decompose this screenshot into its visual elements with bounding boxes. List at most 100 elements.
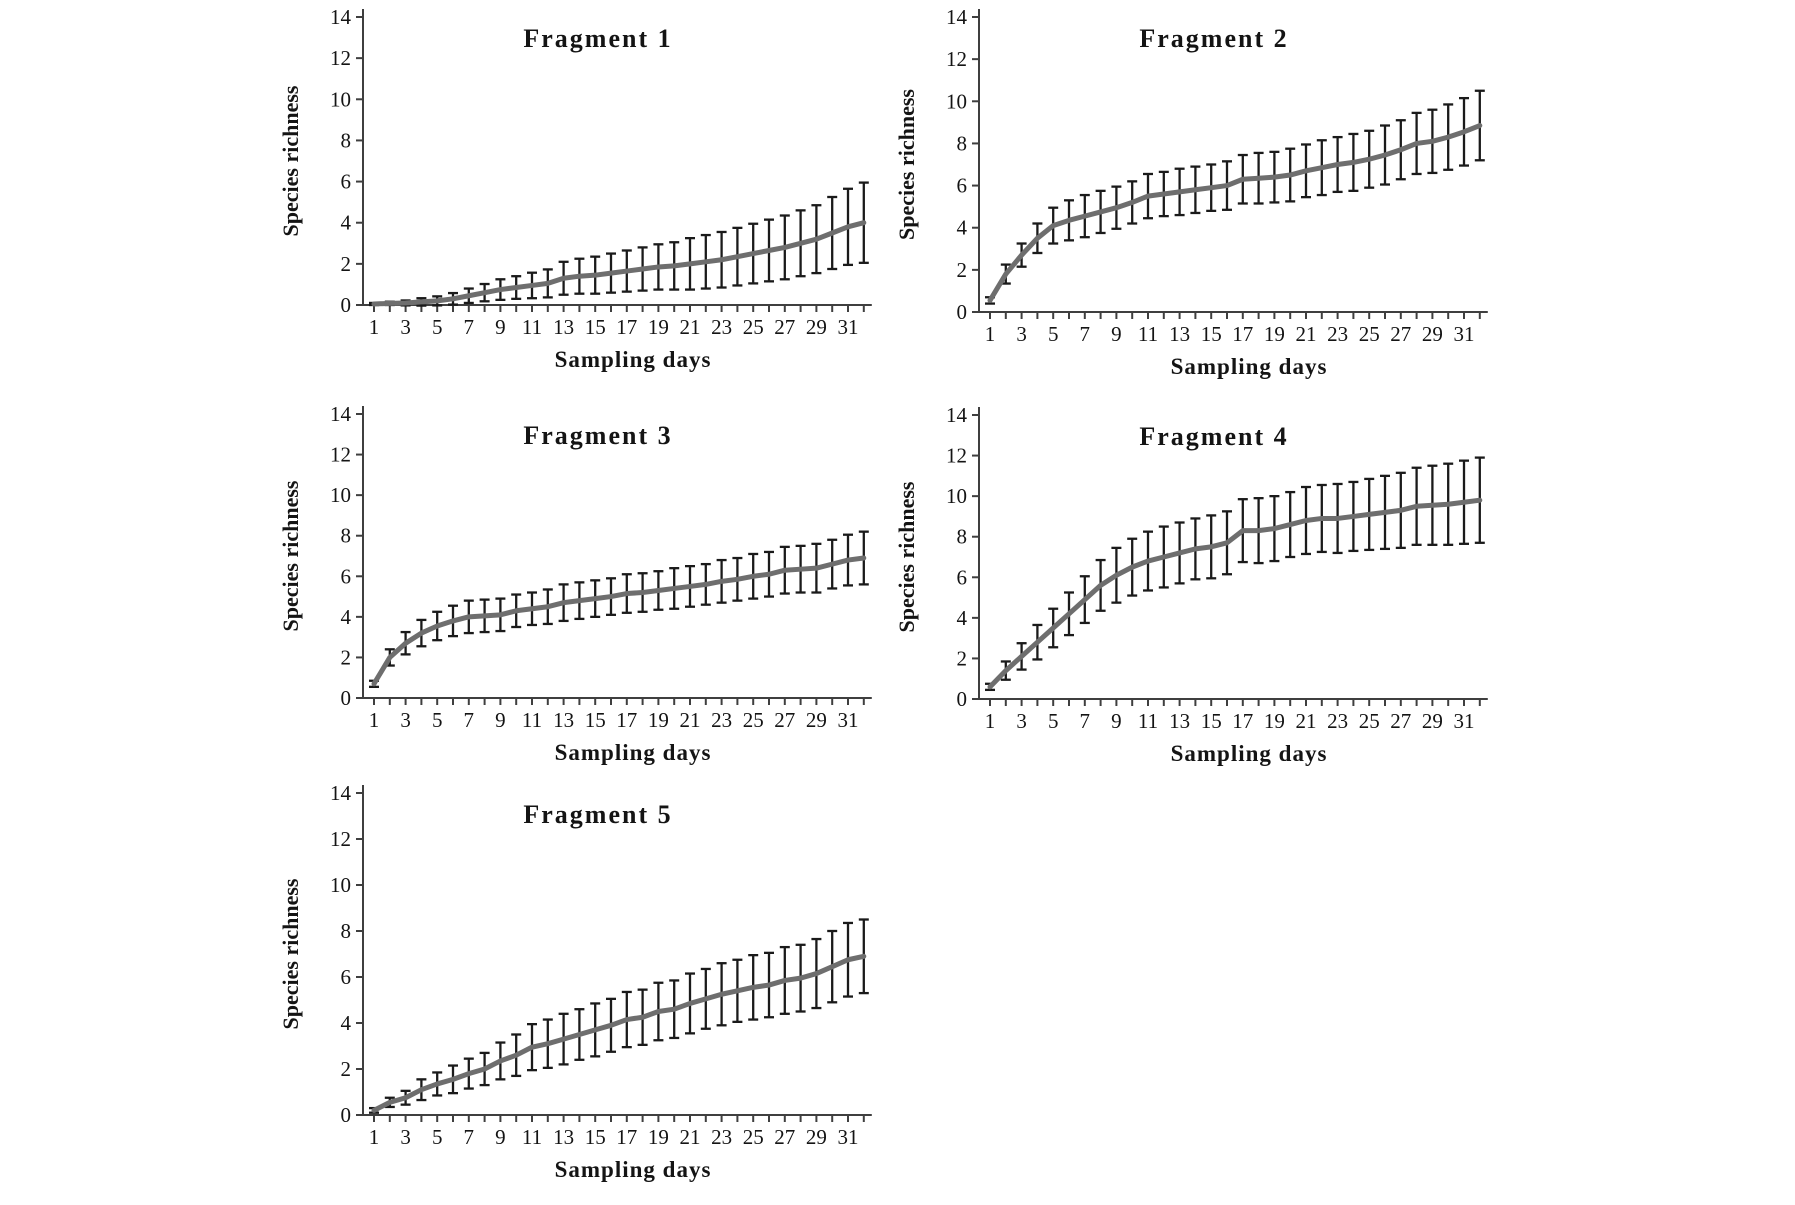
chart-title: Fragment 2 xyxy=(1139,24,1288,53)
y-tick-label: 8 xyxy=(341,524,352,548)
chart-title: Fragment 1 xyxy=(523,24,672,53)
x-tick-label: 3 xyxy=(400,315,411,339)
y-tick-label: 8 xyxy=(957,131,968,155)
x-tick-label: 17 xyxy=(616,1125,637,1149)
y-tick-label: 2 xyxy=(957,258,968,282)
x-tick-label: 31 xyxy=(838,708,859,732)
x-tick-label: 17 xyxy=(616,708,637,732)
x-tick-label: 21 xyxy=(680,1125,701,1149)
error-bars xyxy=(985,89,1485,305)
x-tick-label: 17 xyxy=(1232,322,1253,346)
x-tick-label: 5 xyxy=(1048,322,1059,346)
x-tick-label: 5 xyxy=(432,315,443,339)
x-tick-label: 11 xyxy=(522,1125,542,1149)
y-tick-label: 4 xyxy=(341,211,352,235)
x-tick-label: 11 xyxy=(1138,709,1158,733)
x-tick-label: 11 xyxy=(522,708,542,732)
y-tick-label: 6 xyxy=(341,170,352,194)
y-tick-label: 10 xyxy=(946,89,967,113)
y-tick-label: 0 xyxy=(341,686,352,710)
x-tick-label: 9 xyxy=(1111,322,1122,346)
fragment-4-chart: 0 2 4 6 8 10 12 14 1 3 5 7 9 11 13 15 17 19 21 23 25 27 29 31 Fr… xyxy=(884,398,1504,782)
fragment-3-chart: 0 2 4 6 8 10 12 14 1 3 5 7 9 11 13 15 17 19 21 23 25 27 29 31 Fr… xyxy=(268,398,888,781)
x-tick-label: 19 xyxy=(648,315,669,339)
y-tick-label: 4 xyxy=(957,216,968,240)
richness-line xyxy=(371,953,867,1113)
richness-line xyxy=(371,220,867,307)
x-tick-label: 29 xyxy=(1422,322,1443,346)
error-bars xyxy=(985,456,1485,692)
x-tick-label: 19 xyxy=(648,1125,669,1149)
x-tick-label: 7 xyxy=(1080,709,1091,733)
axes xyxy=(356,785,872,1122)
y-tick-label: 0 xyxy=(341,293,352,317)
x-tick-label: 17 xyxy=(616,315,637,339)
x-tick-label: 31 xyxy=(1454,709,1475,733)
x-tick-label: 31 xyxy=(838,315,859,339)
y-tick-label: 14 xyxy=(330,781,352,805)
y-tick-label: 2 xyxy=(341,1057,352,1081)
x-tick-label: 11 xyxy=(522,315,542,339)
y-tick-label: 12 xyxy=(946,47,967,71)
y-tick-label: 10 xyxy=(330,87,351,111)
y-tick-label: 12 xyxy=(330,46,351,70)
y-tick-label: 2 xyxy=(957,646,968,670)
y-tick-label: 4 xyxy=(341,605,352,629)
x-tick-label: 25 xyxy=(743,1125,764,1149)
x-tick-label: 23 xyxy=(711,1125,732,1149)
x-tick-label: 29 xyxy=(806,315,827,339)
y-tick-label: 12 xyxy=(330,827,351,851)
x-axis-title: Sampling days xyxy=(555,347,712,372)
x-tick-label: 9 xyxy=(495,1125,506,1149)
chart-title: Fragment 5 xyxy=(523,800,672,829)
x-tick-label: 9 xyxy=(495,315,506,339)
y-tick-label: 8 xyxy=(341,919,352,943)
x-tick-label: 7 xyxy=(1080,322,1091,346)
x-tick-label: 25 xyxy=(743,315,764,339)
x-tick-label: 3 xyxy=(400,708,411,732)
y-tick-label: 6 xyxy=(957,174,968,198)
y-axis-title: Species richness xyxy=(278,480,303,631)
y-axis-title: Species richness xyxy=(278,878,303,1029)
x-tick-label: 29 xyxy=(806,708,827,732)
chart-title: Fragment 3 xyxy=(523,421,672,450)
x-tick-label: 1 xyxy=(985,709,996,733)
x-tick-label: 23 xyxy=(711,708,732,732)
y-tick-label: 10 xyxy=(330,873,351,897)
y-tick-label: 4 xyxy=(341,1011,352,1035)
y-tick-label: 2 xyxy=(341,252,352,276)
fragment-2-chart: 0 2 4 6 8 10 12 14 1 3 5 7 9 11 13 15 17 19 21 23 25 27 29 31 Fr… xyxy=(884,2,1504,395)
x-tick-label: 5 xyxy=(432,708,443,732)
x-tick-label: 3 xyxy=(400,1125,411,1149)
axes xyxy=(356,9,872,312)
x-tick-label: 13 xyxy=(1169,709,1190,733)
x-tick-label: 15 xyxy=(585,708,606,732)
x-tick-label: 11 xyxy=(1138,322,1158,346)
y-tick-label: 10 xyxy=(330,483,351,507)
x-tick-label: 15 xyxy=(1201,709,1222,733)
y-tick-label: 4 xyxy=(957,606,968,630)
x-tick-label: 7 xyxy=(464,708,475,732)
x-axis-title: Sampling days xyxy=(555,1157,712,1182)
x-tick-label: 21 xyxy=(680,315,701,339)
x-tick-label: 27 xyxy=(774,708,795,732)
x-tick-label: 23 xyxy=(1327,322,1348,346)
x-tick-label: 23 xyxy=(711,315,732,339)
x-tick-label: 27 xyxy=(1390,322,1411,346)
x-tick-label: 27 xyxy=(1390,709,1411,733)
y-tick-label: 0 xyxy=(341,1103,352,1127)
x-axis-title: Sampling days xyxy=(1171,741,1328,766)
x-tick-label: 25 xyxy=(1359,322,1380,346)
fragment-5-chart: 0 2 4 6 8 10 12 14 1 3 5 7 9 11 13 15 17 19 21 23 25 27 29 31 Fr… xyxy=(268,777,888,1198)
x-tick-label: 15 xyxy=(1201,322,1222,346)
x-tick-label: 5 xyxy=(432,1125,443,1149)
axes xyxy=(972,407,1488,706)
y-tick-label: 10 xyxy=(946,484,967,508)
x-tick-label: 29 xyxy=(1422,709,1443,733)
x-axis-title: Sampling days xyxy=(555,740,712,765)
x-tick-label: 19 xyxy=(1264,709,1285,733)
x-tick-label: 27 xyxy=(774,1125,795,1149)
